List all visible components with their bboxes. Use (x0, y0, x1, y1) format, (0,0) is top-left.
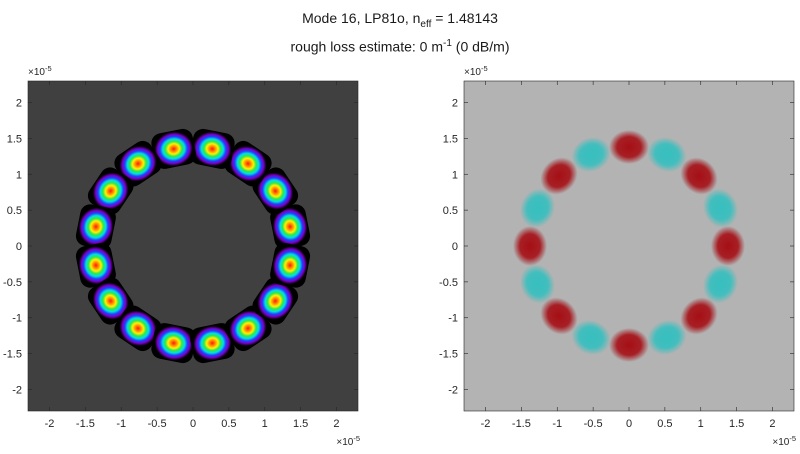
lobe-intensity (78, 246, 113, 285)
lobe-field (536, 293, 582, 339)
panel-intensity: -2 -1.5 -1 -0.5 0 0.5 1 1.5 2 2 1.5 1 0.5 0 -0.5 -1 -1.5… (3, 64, 360, 448)
lobe-field (711, 226, 745, 266)
panel-field: -2 -1.5 -1 -0.5 0 0.5 1 1.5 2 2 1.5 1 0.5 0 -0.5 -1 -1.5… (439, 64, 796, 448)
y-tick-label: 1 (452, 169, 458, 181)
x-tick-label: 0.5 (657, 418, 672, 430)
lobe-field (644, 316, 690, 359)
lobe-intensity (119, 310, 157, 346)
lobe-field (536, 153, 582, 199)
y-tick-label: -1 (448, 313, 458, 325)
lobe-intensity (193, 131, 232, 166)
lobe-intensity (229, 146, 267, 182)
x-tick-label: 0 (190, 418, 196, 430)
x-tick-label: 1 (262, 418, 268, 430)
lobe-field (676, 293, 722, 339)
lobe-intensity (257, 282, 293, 320)
y-tick-label: 0.5 (7, 205, 22, 217)
y-tick-label: -1 (12, 313, 22, 325)
x-tick-label: -1 (552, 418, 562, 430)
x-exponent-label: ×10-5 (336, 434, 360, 448)
lobe-field (568, 316, 614, 359)
figure-title: Mode 16, LP81o, neff = 1.48143 (302, 10, 498, 30)
y-tick-label: -2 (12, 384, 22, 396)
y-tick-label: 2 (16, 98, 22, 110)
y-tick-label: 0 (16, 241, 22, 253)
y-tick-label: 0.5 (443, 205, 458, 217)
y-tick-label: 1 (16, 169, 22, 181)
y-exponent-label: ×10-5 (464, 64, 488, 78)
lobe-field (513, 226, 547, 266)
lobe-field (699, 185, 742, 231)
y-tick-label: -0.5 (439, 277, 458, 289)
lobe-intensity (257, 172, 293, 210)
x-tick-label: -1.5 (512, 418, 531, 430)
x-tick-label: -2 (481, 418, 491, 430)
x-tick-label: 0 (626, 418, 632, 430)
lobe-intensity (154, 131, 193, 166)
y-tick-label: -1.5 (3, 349, 22, 361)
x-tick-label: 0.5 (221, 418, 236, 430)
y-tick-label: -1.5 (439, 349, 458, 361)
y-tick-label: 1.5 (443, 133, 458, 145)
lobe-intensity (93, 172, 129, 210)
y-exponent-label: ×10-5 (28, 64, 52, 78)
x-tick-label: -1 (116, 418, 126, 430)
lobe-field (516, 261, 559, 307)
lobe-field (644, 133, 690, 176)
lobe-intensity (273, 207, 308, 246)
lobe-intensity (273, 246, 308, 285)
y-tick-label: 2 (452, 98, 458, 110)
y-tick-label: 0 (452, 241, 458, 253)
lobe-field (516, 185, 559, 231)
y-tick-label: 1.5 (7, 133, 22, 145)
y-tick-label: -0.5 (3, 277, 22, 289)
x-tick-label: 1 (698, 418, 704, 430)
lobe-field (699, 261, 742, 307)
lobe-field (609, 328, 649, 362)
x-tick-label: 2 (769, 418, 775, 430)
plot-area-intensity (28, 81, 358, 411)
x-exponent-label: ×10-5 (772, 434, 796, 448)
x-tick-label: 1.5 (293, 418, 308, 430)
x-tick-label: -1.5 (76, 418, 95, 430)
lobe-intensity (154, 326, 193, 361)
lobe-field (676, 153, 722, 199)
y-tick-label: -2 (448, 384, 458, 396)
lobe-field (568, 133, 614, 176)
x-tick-label: 1.5 (729, 418, 744, 430)
x-tick-label: -2 (45, 418, 55, 430)
lobe-intensity (193, 326, 232, 361)
lobe-intensity (119, 146, 157, 182)
lobe-intensity (93, 282, 129, 320)
x-tick-label: -0.5 (584, 418, 603, 430)
x-tick-label: 2 (333, 418, 339, 430)
lobe-intensity (78, 207, 113, 246)
lobe-field (609, 130, 649, 164)
x-tick-label: -0.5 (148, 418, 167, 430)
lobe-intensity (229, 310, 267, 346)
loss-estimate: rough loss estimate: 0 m-1 (0 dB/m) (290, 38, 510, 55)
